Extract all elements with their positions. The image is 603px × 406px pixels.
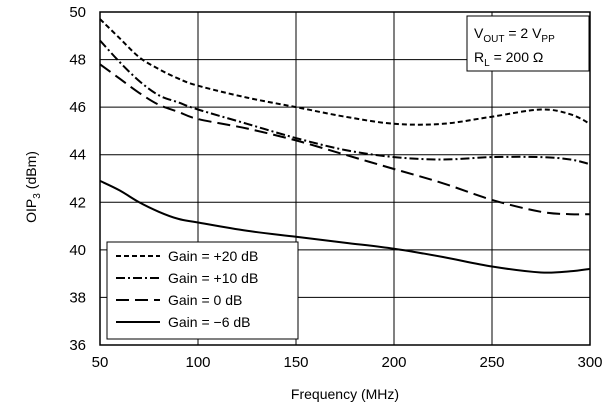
annotation-rl: RL = 200 Ω — [474, 49, 543, 69]
y-tick-label: 46 — [69, 99, 86, 116]
x-tick-label: 250 — [479, 354, 504, 371]
annotation-vout: VOUT = 2 VPP — [474, 25, 555, 45]
x-axis-label: Frequency (MHz) — [291, 386, 399, 402]
x-tick-labels: 50 100 150 200 250 300 — [92, 354, 603, 371]
x-tick-label: 200 — [381, 354, 406, 371]
y-tick-label: 40 — [69, 242, 86, 259]
series-line-1 — [99, 18, 591, 126]
legend-label-1: Gain = +20 dB — [168, 248, 258, 264]
x-tick-label: 50 — [92, 354, 109, 371]
y-tick-label: 44 — [69, 147, 86, 164]
y-tick-label: 42 — [69, 194, 86, 211]
x-tick-label: 100 — [185, 354, 210, 371]
series-line-4 — [99, 180, 591, 274]
y-tick-labels: 36 38 40 42 44 46 48 50 — [69, 4, 86, 354]
y-tick-label: 48 — [69, 52, 86, 69]
y-tick-label: 50 — [69, 4, 86, 21]
legend-items: Gain = +20 dB Gain = +10 dB Gain = 0 dB Gai… — [116, 248, 258, 330]
legend-label-2: Gain = +10 dB — [168, 270, 258, 286]
y-axis-label: OIP3 (dBm) — [23, 151, 43, 223]
y-tick-label: 38 — [69, 289, 86, 306]
y-axis-label-sub: 3 — [32, 193, 43, 199]
legend: Gain = +20 dB Gain = +10 dB Gain = 0 dB Gai… — [106, 241, 299, 340]
series-line-3 — [99, 63, 591, 216]
y-axis-label-main: OIP — [23, 199, 39, 223]
series-line-2 — [99, 39, 591, 166]
legend-label-3: Gain = 0 dB — [168, 292, 242, 308]
series-lines — [99, 18, 591, 274]
x-tick-label: 300 — [577, 354, 602, 371]
plot-frame — [99, 11, 591, 346]
x-tick-label: 150 — [283, 354, 308, 371]
annotation-box — [466, 15, 590, 72]
y-axis-label-unit: (dBm) — [23, 151, 39, 189]
y-tick-label: 36 — [69, 337, 86, 354]
legend-label-4: Gain = −6 dB — [168, 314, 251, 330]
conditions-annotation: VOUT = 2 VPP RL = 200 Ω — [466, 15, 590, 72]
